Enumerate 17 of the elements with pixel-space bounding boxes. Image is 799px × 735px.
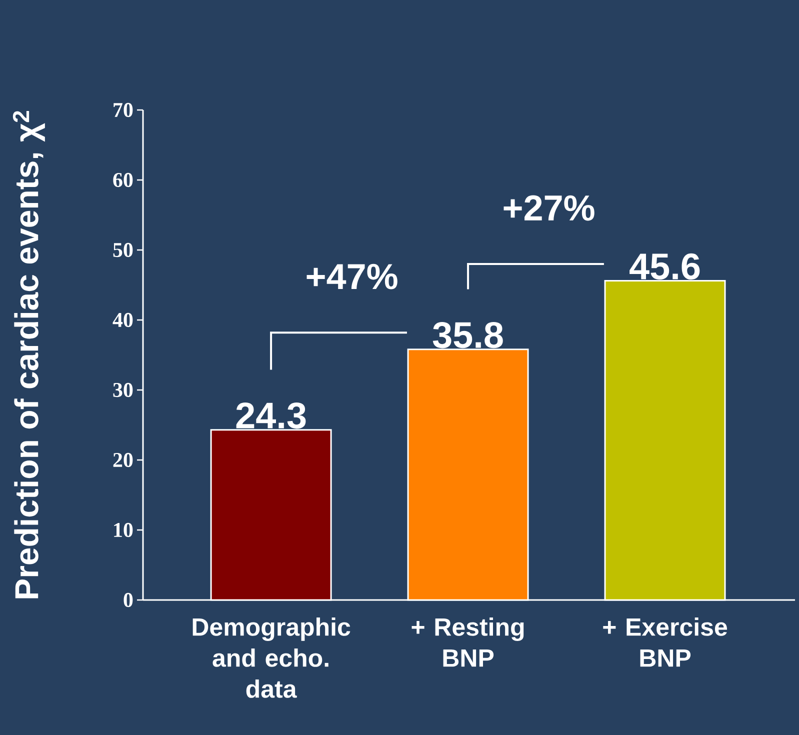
annotation: +47% [306, 264, 398, 290]
y-tick-label: 50 [113, 242, 133, 258]
x-tick-label: + Exercise BNP [603, 618, 728, 667]
x-tick-label: + Resting BNP [412, 618, 524, 667]
y-tick-label: 60 [113, 172, 133, 188]
y-tick-label: 20 [113, 452, 133, 468]
y-tick-label: 30 [113, 382, 133, 398]
y-tick-label: 70 [114, 102, 133, 118]
x-tick-label: Demographic and echo. data [192, 618, 350, 698]
y-tick-label: 40 [112, 312, 133, 328]
y-tick-label: 10 [114, 522, 133, 538]
y-tick-label: 0 [124, 592, 133, 608]
y-axis-title: Prediction of cardiac events, χ$^{2}$ [12, 111, 45, 598]
data-label: 24.3 [236, 402, 306, 429]
data-label: 45.6 [630, 253, 700, 280]
annotation: +27% [504, 195, 594, 221]
data-label: 35.8 [432, 322, 503, 348]
